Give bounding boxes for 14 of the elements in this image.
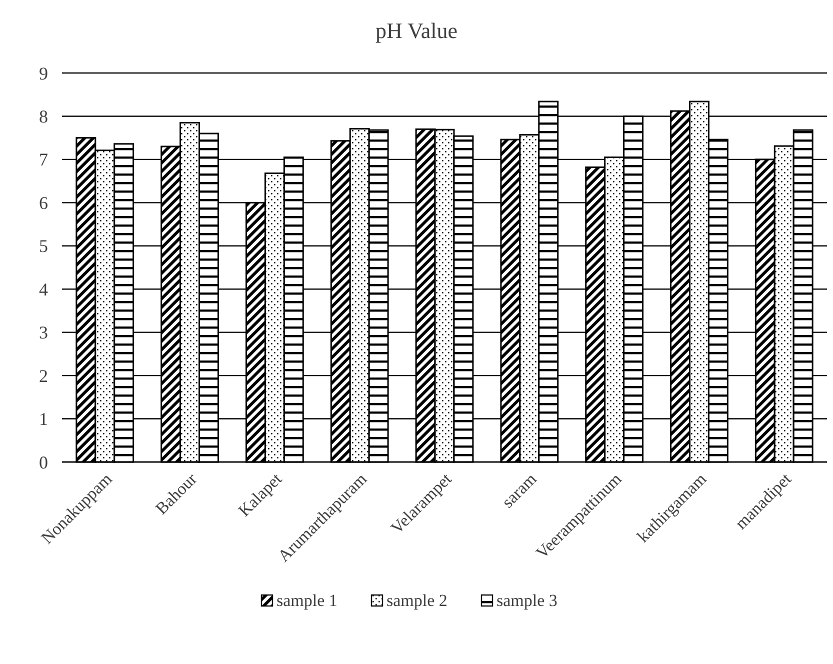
y-tick-label: 6 (39, 192, 48, 213)
y-tick-label: 7 (39, 150, 48, 170)
legend-label: sample 3 (496, 591, 558, 610)
y-tick-label: 8 (39, 106, 48, 127)
chart-title: pH Value (375, 18, 458, 43)
y-tick-label: 4 (39, 279, 48, 300)
y-tick-label: 0 (39, 452, 48, 472)
y-tick-label: 5 (39, 236, 48, 256)
y-tick-label: 3 (39, 322, 48, 343)
y-tick-label: 2 (39, 366, 48, 386)
legend-label: sample 2 (386, 591, 448, 610)
y-tick-label: 9 (39, 63, 48, 84)
y-tick-label: 1 (39, 409, 48, 430)
legend-label: sample 1 (276, 591, 338, 610)
